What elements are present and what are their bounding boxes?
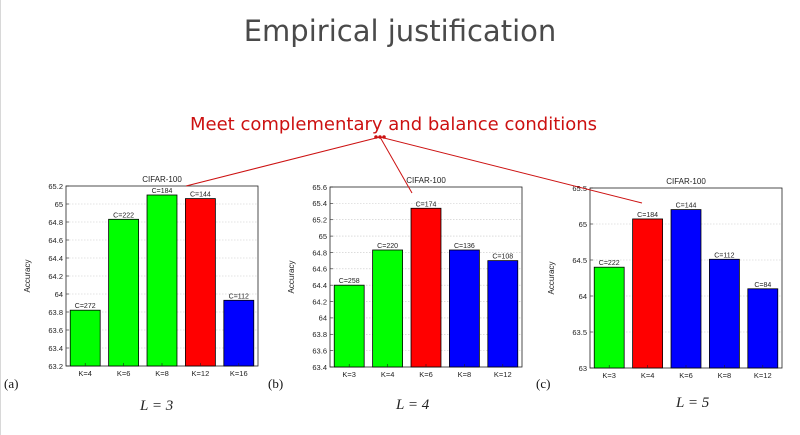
y-tick-label: 64.2 [312, 297, 327, 306]
slide-edge [0, 0, 1, 435]
y-tick-label: 65 [319, 232, 327, 241]
y-tick-label: 63 [579, 364, 587, 373]
bar [410, 207, 442, 368]
y-tick-label: 65.5 [572, 184, 587, 193]
y-tick-label: 63.8 [312, 330, 327, 339]
y-tick-label: 63.6 [312, 346, 327, 355]
x-tick-label: K=8 [718, 371, 732, 380]
y-tick-label: 63.6 [48, 326, 63, 335]
panel-tag-a: (a) [4, 376, 19, 391]
bar [709, 258, 740, 369]
y-tick-label: 64.2 [48, 272, 63, 281]
bar [185, 198, 216, 367]
data-label: C=258 [339, 278, 360, 285]
y-tick-label: 64 [579, 292, 587, 301]
chart-b: CIFAR-100 Accuracy 63.4 63.6 63.8 64 64.2 64.4 6… [287, 176, 523, 379]
bar [487, 260, 519, 368]
bar [223, 299, 255, 367]
x-tick-label: K=16 [230, 369, 248, 378]
arrow-head [382, 135, 386, 139]
chart-c: CIFAR-100 Accuracy 63 63.5 64 64.5 65 65.5 C=222… [547, 177, 783, 380]
x-tick-label: K=6 [679, 371, 693, 380]
arrow-head [374, 135, 378, 139]
y-tick-label: 65.4 [312, 199, 327, 208]
x-tick-label: K=8 [458, 370, 472, 379]
data-label: C=220 [377, 243, 398, 250]
y-axis-label: Accuracy [287, 261, 296, 294]
l-label-c: L = 5 [676, 395, 710, 411]
y-axis-label: Accuracy [547, 262, 556, 295]
x-tick-label: K=12 [754, 371, 772, 380]
x-tick-label: K=4 [78, 369, 92, 378]
bar [449, 249, 480, 368]
y-tick-label: 63.4 [312, 363, 327, 372]
bar [747, 288, 779, 369]
y-tick-label: 63.4 [48, 344, 63, 353]
data-label: C=84 [754, 282, 771, 289]
y-tick-label: 63.2 [48, 362, 63, 371]
y-tick-label: 65 [579, 220, 587, 229]
annotation-text: Meet complementary and balance condition… [190, 114, 598, 135]
data-label: C=144 [190, 192, 211, 199]
data-label: C=184 [637, 212, 658, 219]
panel-tag-b: (b) [268, 376, 284, 391]
chart-title: CIFAR-100 [666, 177, 706, 186]
y-tick-label: 64.4 [312, 281, 327, 290]
arrow-head [378, 135, 382, 139]
bar [593, 266, 625, 369]
y-tick-label: 65.6 [312, 183, 327, 192]
l-label-a: L = 3 [140, 398, 174, 414]
chart-title: CIFAR-100 [406, 176, 446, 185]
annotation-arrow [185, 136, 381, 187]
data-label: C=222 [113, 212, 134, 219]
x-tick-label: K=3 [602, 371, 616, 380]
y-tick-label: 64.4 [48, 254, 63, 263]
y-tick-label: 64 [55, 290, 63, 299]
y-tick-label: 63.8 [48, 308, 63, 317]
data-label: C=272 [75, 303, 96, 310]
y-tick-label: 64.6 [48, 236, 63, 245]
bar [670, 209, 702, 369]
data-label: C=174 [416, 201, 437, 208]
data-label: C=112 [229, 293, 249, 300]
x-tick-label: K=4 [641, 371, 655, 380]
data-label: C=112 [714, 252, 734, 259]
x-tick-label: K=12 [192, 369, 210, 378]
bar [372, 249, 403, 368]
y-tick-label: 65.2 [48, 182, 63, 191]
x-tick-label: K=12 [494, 370, 512, 379]
x-tick-label: K=6 [117, 369, 131, 378]
y-tick-label: 65 [55, 200, 63, 209]
chart-a: CIFAR-100 Accuracy 63.2 63.4 63.6 63.8 64 64.2 6… [23, 175, 259, 378]
bar [108, 218, 139, 367]
slide-title: Empirical justification [243, 14, 557, 48]
x-tick-label: K=6 [419, 370, 433, 379]
bar [333, 284, 365, 368]
x-tick-label: K=8 [155, 369, 169, 378]
data-label: C=184 [152, 188, 173, 195]
x-tick-label: K=3 [342, 370, 356, 379]
panel-tag-c: (c) [536, 376, 551, 391]
bar [632, 218, 663, 369]
y-tick-label: 63.5 [572, 328, 587, 337]
y-tick-label: 64.6 [312, 265, 327, 274]
chart-title: CIFAR-100 [142, 175, 182, 184]
y-tick-label: 64.5 [572, 256, 587, 265]
data-label: C=136 [454, 243, 475, 250]
l-label-b: L = 4 [396, 397, 430, 413]
bar [146, 194, 178, 367]
data-label: C=108 [492, 254, 513, 261]
data-label: C=222 [599, 260, 620, 267]
x-tick-label: K=4 [381, 370, 395, 379]
bar [69, 309, 101, 367]
data-label: C=144 [676, 203, 697, 210]
y-tick-label: 64.8 [312, 248, 327, 257]
y-tick-label: 64.8 [48, 218, 63, 227]
y-axis-label: Accuracy [23, 260, 32, 293]
y-tick-label: 64 [319, 314, 327, 323]
y-tick-label: 65.2 [312, 216, 327, 225]
